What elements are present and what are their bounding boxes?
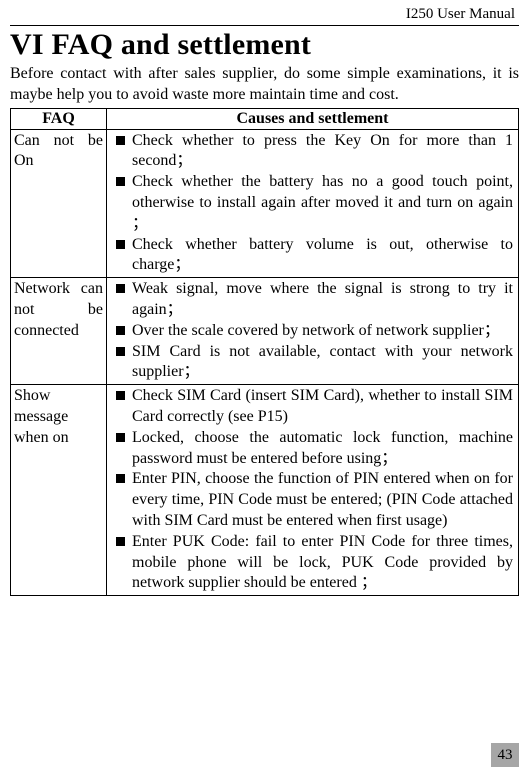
bullet-list: Check SIM Card (insert SIM Card), whethe… (112, 386, 513, 594)
list-item: Check whether the battery has no a good … (112, 172, 513, 234)
table-row: Show message when on Check SIM Card (ins… (11, 385, 519, 596)
table-row: Can not be On Check whether to press the… (11, 129, 519, 278)
list-item: Enter PUK Code: fail to enter PIN Code f… (112, 532, 513, 594)
bullet-list: Check whether to press the Key On for mo… (112, 131, 513, 277)
section-title: VI FAQ and settlement (10, 28, 519, 62)
page-number: 43 (491, 743, 519, 767)
list-item: Over the scale covered by network of net… (112, 321, 513, 342)
col-header-causes: Causes and settlement (107, 108, 519, 129)
list-item: Locked, choose the automatic lock functi… (112, 428, 513, 470)
intro-text: Before contact with after sales supplier… (10, 64, 519, 106)
list-item: SIM Card is not available, contact with … (112, 342, 513, 384)
list-item: Enter PIN, choose the function of PIN en… (112, 469, 513, 531)
list-item: Weak signal, move where the signal is st… (112, 279, 513, 321)
header-rule (10, 25, 519, 26)
manual-name: I250 User Manual (10, 6, 519, 23)
table-header-row: FAQ Causes and settlement (11, 108, 519, 129)
col-header-faq: FAQ (11, 108, 107, 129)
faq-table: FAQ Causes and settlement Can not be On … (10, 108, 519, 597)
causes-cell: Check whether to press the Key On for mo… (107, 129, 519, 278)
list-item: Check SIM Card (insert SIM Card), whethe… (112, 386, 513, 428)
faq-cell: Show message when on (11, 385, 107, 596)
faq-cell: Can not be On (11, 129, 107, 278)
causes-cell: Weak signal, move where the signal is st… (107, 278, 519, 385)
bullet-list: Weak signal, move where the signal is st… (112, 279, 513, 383)
causes-cell: Check SIM Card (insert SIM Card), whethe… (107, 385, 519, 596)
table-row: Network can not be connected Weak signal… (11, 278, 519, 385)
faq-cell: Network can not be connected (11, 278, 107, 385)
list-item: Check whether to press the Key On for mo… (112, 131, 513, 173)
list-item: Check whether battery volume is out, oth… (112, 235, 513, 277)
